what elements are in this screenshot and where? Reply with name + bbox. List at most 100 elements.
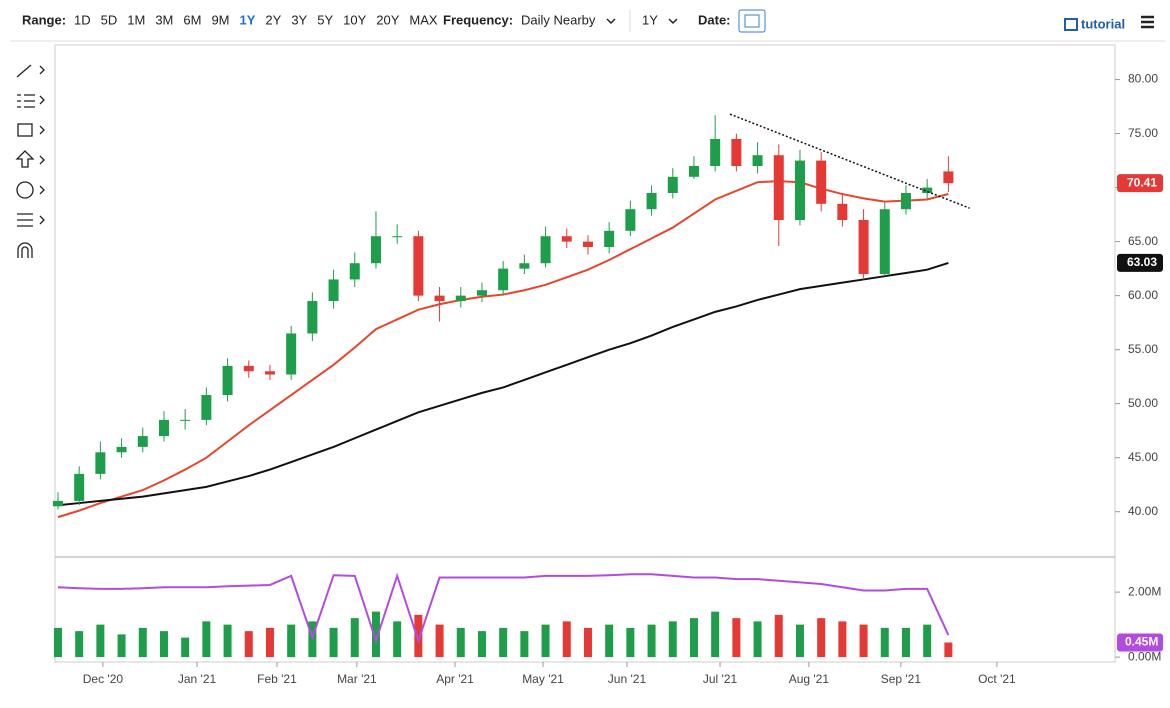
range-label: Range:	[22, 12, 66, 27]
range-option[interactable]: 9M	[211, 12, 229, 27]
range-option[interactable]: 3M	[155, 12, 173, 27]
volume-bar	[414, 614, 423, 658]
last-value-box	[1117, 174, 1163, 193]
y-tick-label: 0.00M	[1128, 649, 1161, 663]
open-interest-line	[57, 572, 950, 645]
range-option[interactable]: 5Y	[317, 12, 333, 27]
candle-body	[349, 263, 360, 280]
x-tick-label: Jul '21	[703, 672, 738, 686]
period-select[interactable]: 1Y	[642, 12, 658, 27]
volume-bar	[96, 624, 105, 658]
candle-body	[900, 193, 911, 210]
last-value-box	[1117, 253, 1163, 272]
candle-body	[561, 236, 572, 242]
range-option[interactable]: 1D	[74, 12, 91, 27]
volume-bar	[499, 627, 508, 658]
y-tick-label: 60.00	[1128, 288, 1158, 302]
x-tick-label: Jun '21	[608, 672, 647, 686]
volume-bar	[541, 624, 550, 658]
date-picker[interactable]	[738, 9, 766, 33]
trendline	[729, 113, 970, 209]
y-tick-label: 80.00	[1128, 72, 1158, 86]
volume-bar	[329, 627, 338, 658]
candle-body	[264, 371, 275, 375]
candle-body	[604, 230, 615, 248]
last-value-label: 70.41	[1127, 175, 1157, 189]
volume-bar	[753, 621, 762, 658]
candle-body	[688, 165, 699, 177]
candle-body	[646, 193, 657, 210]
candle-body	[519, 263, 530, 269]
candle-body	[837, 203, 848, 221]
volume-bar	[838, 621, 847, 658]
range-option[interactable]: MAX	[409, 12, 438, 27]
date-label: Date:	[698, 12, 731, 27]
volume-bar	[859, 624, 868, 658]
volume-bar	[668, 621, 677, 658]
tutorial-link[interactable]: tutorial	[1081, 16, 1125, 31]
volume-bar	[732, 618, 741, 658]
candle-body	[943, 171, 954, 184]
plot-frame	[54, 44, 1116, 663]
volume-bar	[689, 618, 698, 658]
candle-body	[222, 365, 233, 396]
range-option[interactable]: 10Y	[343, 12, 366, 27]
volume-bar	[53, 627, 62, 658]
y-tick-label: 50.00	[1128, 396, 1158, 410]
range-option[interactable]: 20Y	[376, 12, 399, 27]
candle-body	[731, 138, 742, 166]
volume-bar	[117, 634, 126, 658]
y-tick-label: 40.00	[1128, 504, 1158, 518]
volume-bar	[371, 611, 380, 658]
volume-bar	[817, 618, 826, 658]
y-tick-label: 45.00	[1128, 450, 1158, 464]
range-option[interactable]: 5D	[101, 12, 118, 27]
candle-body	[74, 473, 85, 501]
range-option[interactable]: 2Y	[265, 12, 281, 27]
candle-body	[773, 155, 784, 221]
menu-icon[interactable]	[1141, 15, 1154, 29]
x-tick-label: May '21	[522, 672, 564, 686]
candle-body	[667, 176, 678, 194]
candle-body	[116, 446, 127, 453]
range-option[interactable]: 1Y	[240, 12, 256, 27]
y-tick-label: 2.00M	[1128, 584, 1161, 598]
candle-body	[922, 187, 933, 194]
drawing-tools[interactable]	[15, 64, 45, 258]
y-tick-label: 55.00	[1128, 342, 1158, 356]
candle-body	[201, 395, 212, 420]
candle-body	[625, 209, 636, 231]
range-option[interactable]: 1M	[127, 12, 145, 27]
y-tick-label: 65.00	[1128, 234, 1158, 248]
candle-body	[413, 236, 424, 296]
candle-body	[455, 295, 466, 302]
volume-bar	[626, 627, 635, 658]
candle-body	[816, 160, 827, 204]
x-tick-label: Mar '21	[337, 672, 377, 686]
x-tick-label: Dec '20	[83, 672, 124, 686]
range-option[interactable]: 6M	[183, 12, 201, 27]
candle-body	[879, 209, 890, 275]
candle-body	[158, 419, 169, 437]
volume-bar	[901, 627, 910, 658]
candle-body	[434, 295, 445, 302]
x-tick-label: Jan '21	[178, 672, 217, 686]
volume-bar	[350, 618, 359, 658]
candle-body	[180, 419, 191, 421]
volume-bar	[202, 621, 211, 658]
volume-bar	[75, 631, 84, 658]
range-option[interactable]: 3Y	[291, 12, 307, 27]
candle-body	[95, 452, 106, 474]
volume-bar	[456, 627, 465, 658]
candle-body	[137, 436, 148, 447]
candle-body	[710, 138, 721, 166]
frequency-label: Frequency:	[443, 12, 513, 27]
volume-bar	[223, 624, 232, 658]
volume-bar	[923, 624, 932, 658]
frequency-select[interactable]: Daily Nearby	[521, 12, 596, 27]
volume-bar	[477, 631, 486, 658]
candle-body	[370, 236, 381, 264]
last-value-box	[1117, 633, 1163, 652]
volume-bar	[944, 642, 953, 658]
volume-bar	[159, 631, 168, 658]
